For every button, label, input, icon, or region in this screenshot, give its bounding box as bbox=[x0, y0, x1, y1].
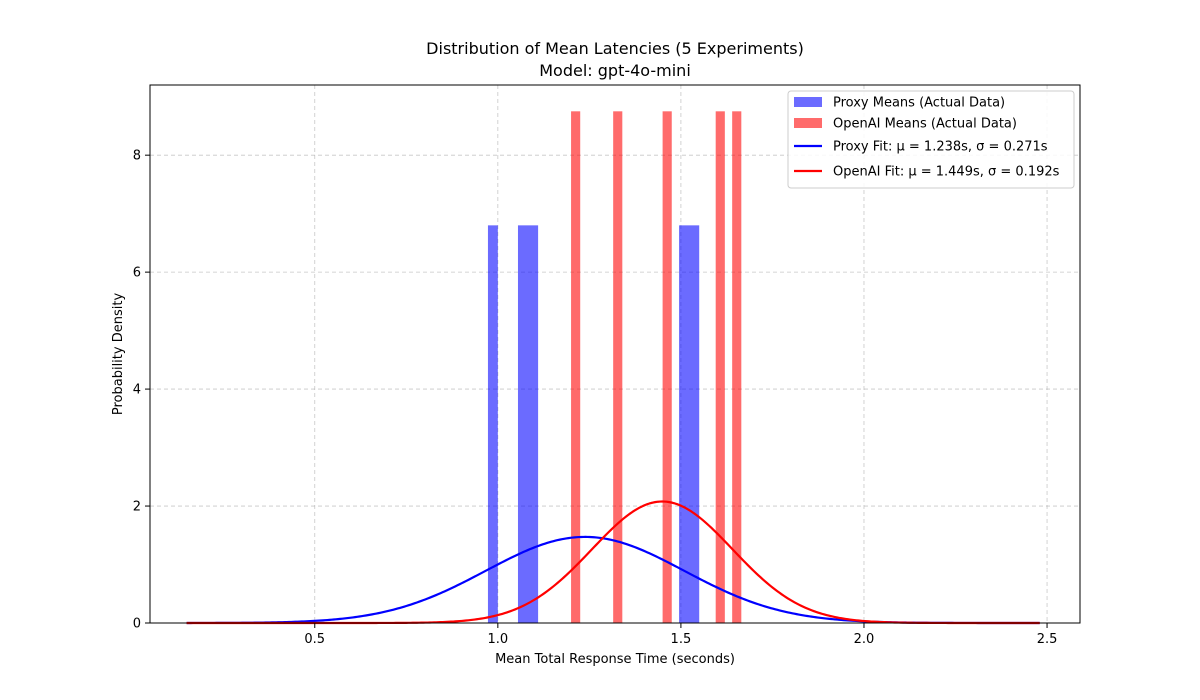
openai-bar bbox=[613, 111, 623, 623]
x-axis-label: Mean Total Response Time (seconds) bbox=[495, 652, 735, 667]
y-tick-label: 0 bbox=[133, 617, 141, 632]
proxy-bar bbox=[517, 225, 539, 623]
x-tick-label: 1.5 bbox=[671, 632, 692, 647]
chart-title: Distribution of Mean Latencies (5 Experi… bbox=[426, 39, 804, 58]
x-tick-label: 2.0 bbox=[854, 632, 875, 647]
legend-label: Proxy Means (Actual Data) bbox=[833, 96, 1005, 111]
y-tick-label: 2 bbox=[133, 500, 141, 515]
y-tick-label: 4 bbox=[133, 383, 141, 398]
x-tick-label: 0.5 bbox=[304, 632, 325, 647]
openai-bar bbox=[662, 111, 672, 623]
x-tick-label: 1.0 bbox=[487, 632, 508, 647]
y-axis-label: Probability Density bbox=[111, 293, 126, 416]
legend-swatch-bar bbox=[794, 97, 822, 107]
axes-frame bbox=[149, 84, 1081, 624]
legend-label: OpenAI Fit: μ = 1.449s, σ = 0.192s bbox=[833, 165, 1060, 180]
legend: Proxy Means (Actual Data) OpenAI Means (A… bbox=[787, 90, 1075, 189]
y-tick-label: 8 bbox=[133, 149, 141, 164]
legend-swatch-bar bbox=[794, 118, 822, 128]
plot-area: 0.5 1.0 1.5 2.0 2.5 0 2 4 6 8 bbox=[133, 84, 1081, 647]
openai-bar bbox=[732, 111, 742, 623]
legend-box bbox=[787, 90, 1075, 189]
proxy-bar bbox=[679, 225, 700, 623]
openai-bar bbox=[571, 111, 581, 623]
x-tick-label: 2.5 bbox=[1037, 632, 1058, 647]
proxy-bar bbox=[487, 225, 498, 623]
legend-label: Proxy Fit: μ = 1.238s, σ = 0.271s bbox=[833, 140, 1048, 155]
chart-subtitle: Model: gpt-4o-mini bbox=[539, 61, 691, 80]
openai-bar bbox=[715, 111, 725, 623]
y-tick-label: 6 bbox=[133, 266, 141, 281]
legend-label: OpenAI Means (Actual Data) bbox=[833, 117, 1017, 132]
